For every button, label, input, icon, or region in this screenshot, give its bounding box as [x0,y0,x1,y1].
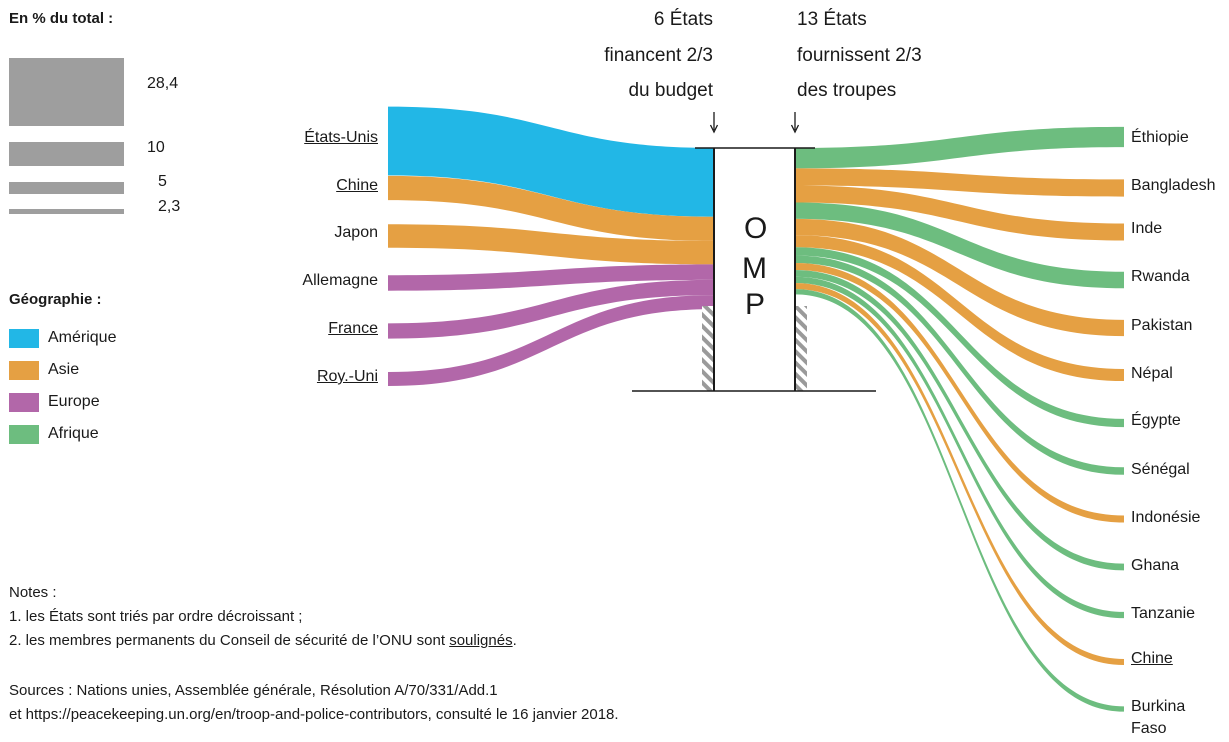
contributor-label: Indonésie [1131,509,1201,526]
funder-label: France [328,320,378,337]
size-bar-2-3 [9,209,124,214]
legend-amerique: Amérique [48,329,117,346]
contributor-flow [795,276,1124,619]
size-legend-title: En % du total : [9,10,114,27]
sources-line-1: Sources : Nations unies, Assemblée génér… [9,682,498,699]
notes-title: Notes : [9,584,57,601]
funder-label: Roy.-Uni [316,368,378,385]
contributor-flow [795,269,1124,571]
contributor-label: Éthiopie [1131,129,1189,146]
size-label-5: 5 [158,173,167,190]
note-2-underlined: soulignés [449,632,513,649]
down-arrow-left-icon [709,112,719,134]
header-left-line3: du budget [628,80,713,101]
contributor-flow [795,202,1124,289]
size-bar-5 [9,182,124,194]
funder-label: Chine [336,177,378,194]
funder-label: Allemagne [302,272,378,289]
funder-flow [388,295,714,387]
contributor-label: Tanzanie [1131,605,1196,622]
contributor-label: Faso [1131,720,1167,737]
contributor-label: Ghana [1131,557,1180,574]
swatch-europe [9,393,39,412]
contributor-label: Égypte [1131,412,1181,429]
geo-legend-title: Géographie : [9,291,102,308]
contributor-label: Inde [1131,220,1163,237]
funder-label: États-Unis [304,129,378,146]
swatch-asie [9,361,39,380]
contributor-flow [795,235,1124,382]
legend-asie: Asie [48,361,80,378]
size-label-2-3: 2,3 [158,198,181,215]
size-label-10: 10 [147,139,165,156]
omp-letter-p: P [745,288,766,321]
size-label-28: 28,4 [147,75,179,92]
funder-flow [388,106,714,217]
funder-flow [388,224,714,265]
note-2: 2. les membres permanents du Conseil de … [9,632,517,649]
contributor-flow [795,168,1124,197]
contributor-flow [795,289,1124,712]
contributor-flow [795,255,1124,475]
sources-line-2: et https://peacekeeping.un.org/en/troop-… [9,706,619,723]
contributor-flow [795,283,1124,666]
note-2-end: . [512,632,517,649]
funder-flow [388,175,714,241]
header-right-line2: fournissent 2/3 [797,45,922,66]
note-2-text: 2. les membres permanents du Conseil de … [9,632,450,649]
size-bar-10 [9,142,124,166]
swatch-amerique [9,329,39,348]
contributor-label: Bangladesh [1131,177,1216,194]
note-1: 1. les États sont triés par ordre décroi… [9,608,303,625]
legend-europe: Europe [48,393,100,410]
funder-flows [388,106,714,387]
contributor-label: Népal [1131,365,1173,382]
contributor-flow [795,247,1124,428]
legend-afrique: Afrique [48,425,99,442]
funder-flow [388,279,714,339]
left-hatch [702,306,714,391]
contributor-flows [795,126,1124,712]
size-bar-28 [9,58,124,126]
contributor-flow [795,218,1124,337]
funder-flow [388,264,714,291]
contributor-label: Chine [1131,650,1173,667]
down-arrow-right-icon [790,112,800,134]
header-right-line3: des troupes [797,80,897,101]
header-right-line1: 13 États [797,9,867,30]
contributor-label: Pakistan [1131,317,1193,334]
omp-letter-m: M [742,252,767,285]
contributor-label: Rwanda [1131,268,1190,285]
contributor-flow [795,126,1124,169]
right-hatch [795,306,807,391]
contributor-flow [795,262,1124,523]
contributor-flow [795,185,1124,241]
omp-letter-o: O [744,212,768,245]
header-left-line1: 6 États [653,9,713,30]
contributor-label: Burkina [1131,698,1186,715]
swatch-afrique [9,425,39,444]
header-left-line2: financent 2/3 [604,45,713,66]
funder-label: Japon [334,224,378,241]
contributor-label: Sénégal [1131,461,1190,478]
